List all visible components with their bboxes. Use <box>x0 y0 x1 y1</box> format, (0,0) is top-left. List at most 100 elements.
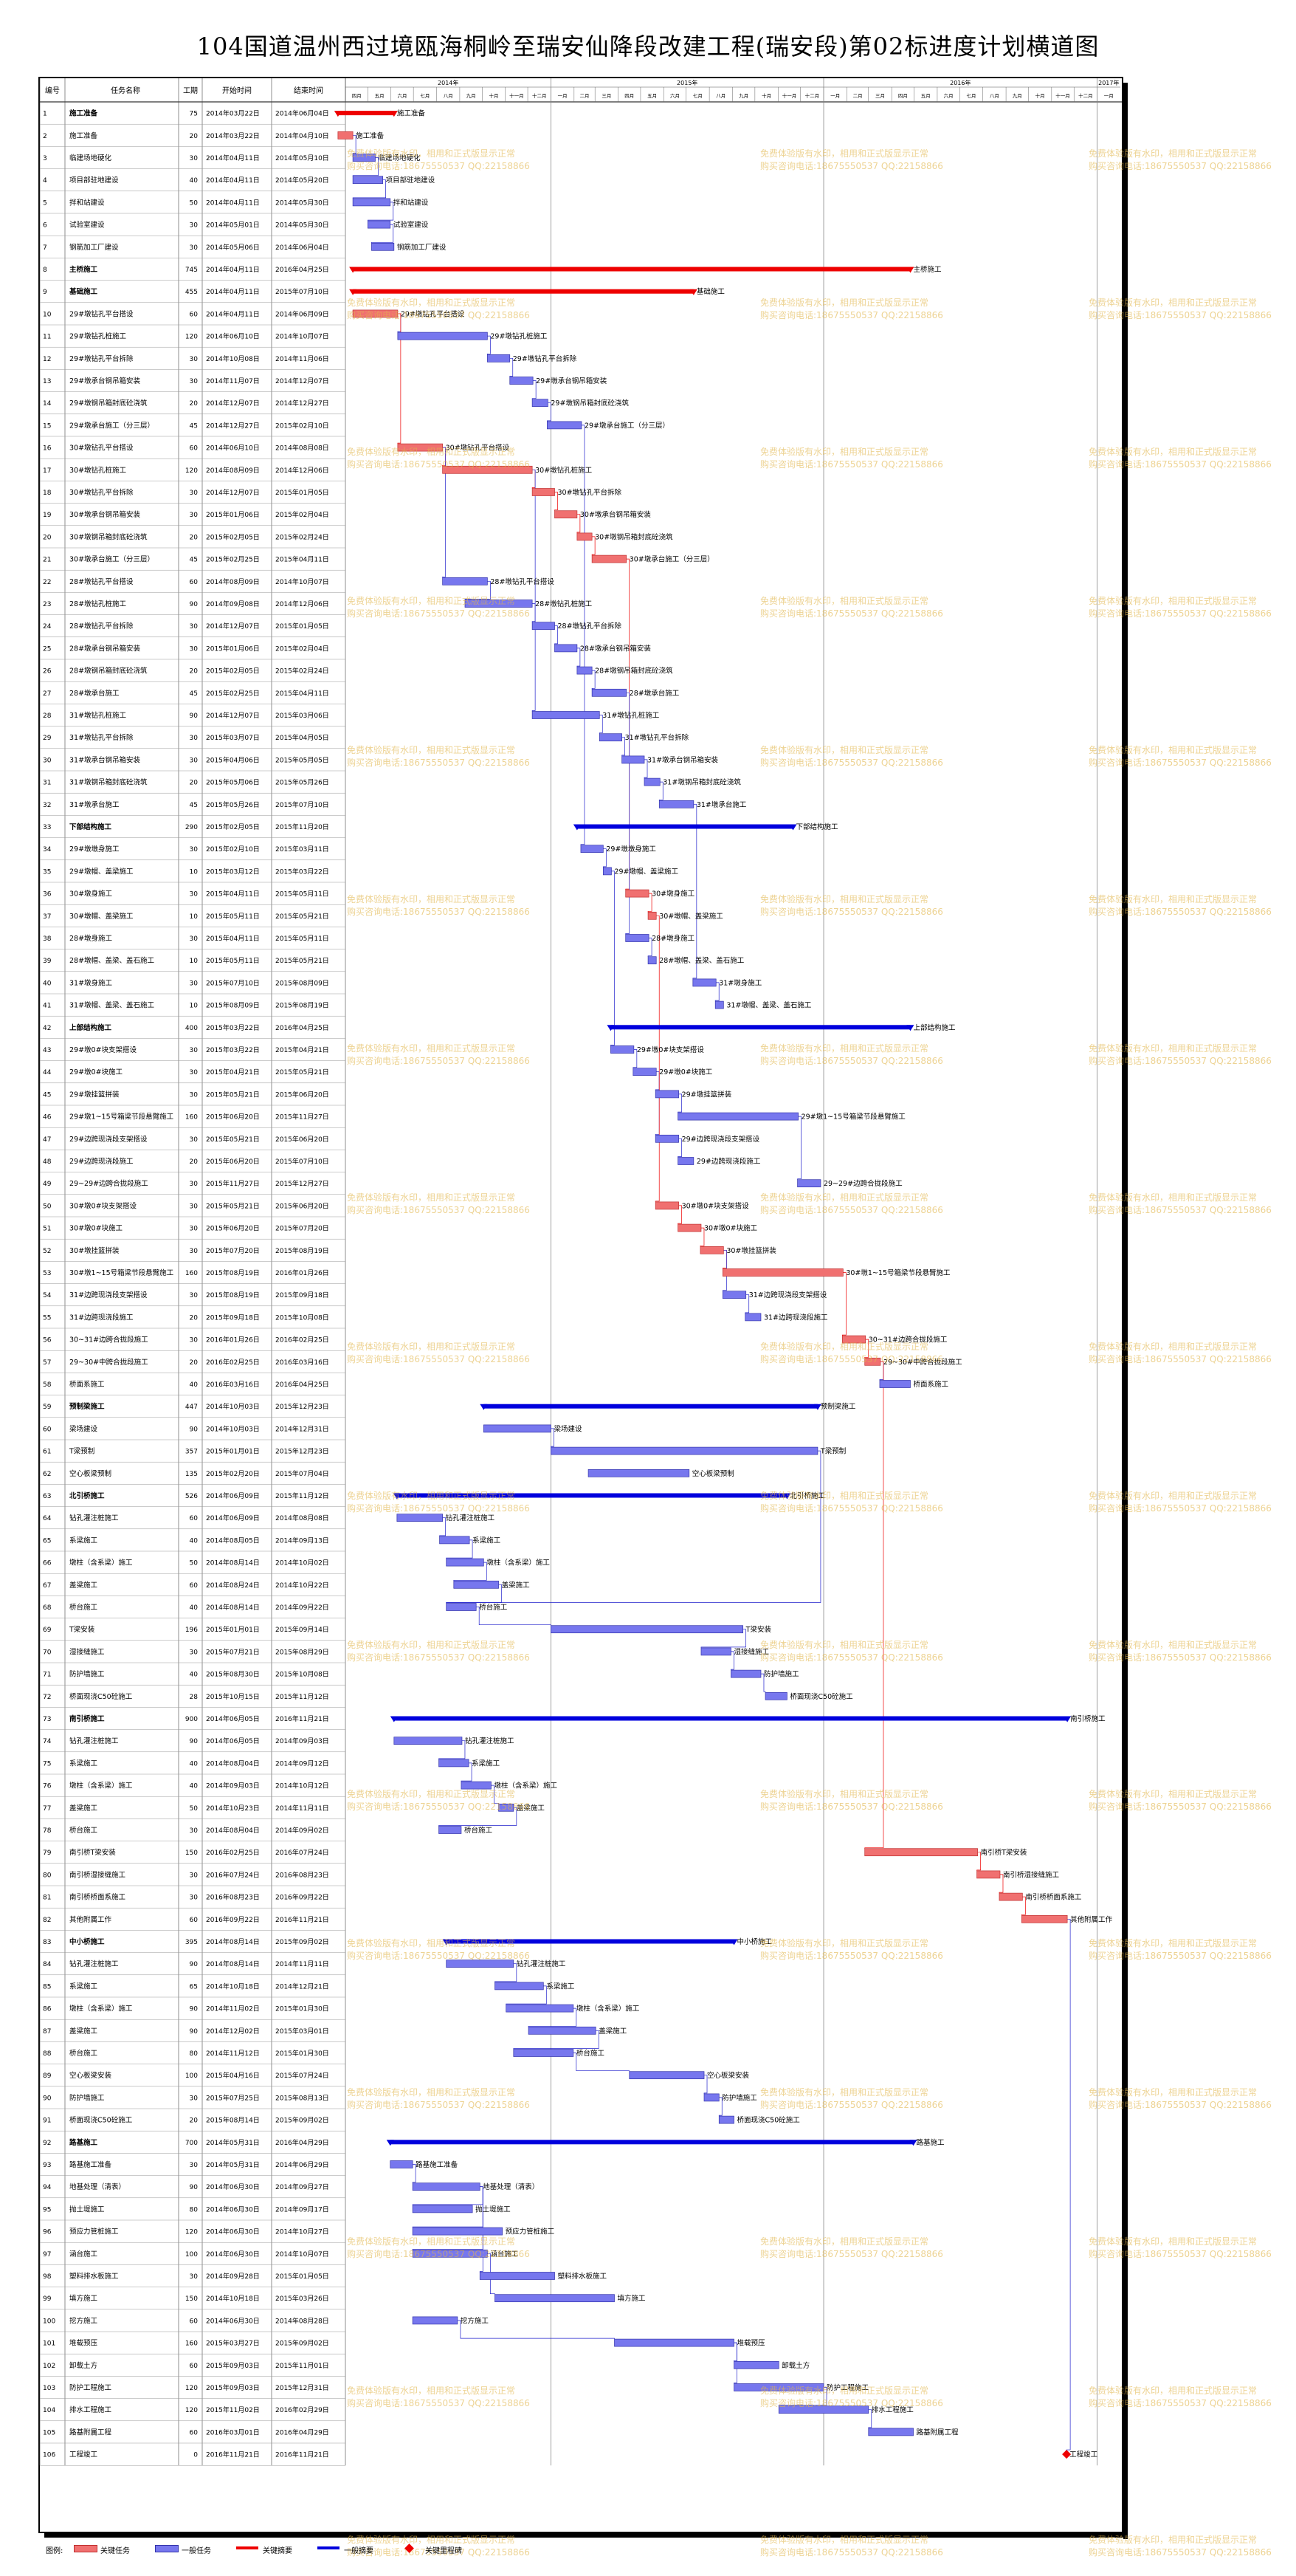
watermark-line1: 免费体验版有水印，相用和正式版显示正常 <box>760 1192 929 1203</box>
cell-name: 路基附属工程 <box>69 2428 112 2436</box>
task-bar-rect <box>879 1380 911 1388</box>
cell-name: 湿接缝施工 <box>69 1647 105 1656</box>
cell-days: 135 <box>185 1471 198 1478</box>
cell-end: 2016年03月16日 <box>275 1358 329 1367</box>
watermark-text: 免费体验版有水印，相用和正式版显示正常 购买咨询电话:18675550537 QQ… <box>347 2086 568 2112</box>
task-bar-81: 南引桥桥面系施工 <box>999 1893 1082 1902</box>
task-bar-29: 31#墩钻孔平台拆除 <box>599 733 689 742</box>
dependency-link <box>371 224 394 244</box>
cell-id: 60 <box>43 1426 52 1433</box>
task-bar-rect <box>864 1848 978 1857</box>
cell-end: 2014年04月10日 <box>275 131 329 140</box>
task-bar-25: 28#墩承台钢吊箱安装 <box>554 644 651 653</box>
table-row: 61 T梁预制 357 2015年01月01日 2015年12月23日 <box>40 1447 345 1463</box>
dependency-link <box>621 737 625 756</box>
task-bar-16: 30#墩钻孔平台搭设 <box>397 444 510 453</box>
cell-id: 40 <box>43 980 52 987</box>
task-bar-5: 拌和站建设 <box>352 198 429 207</box>
task-bar-rect <box>531 711 600 719</box>
cell-days: 60 <box>190 2318 199 2325</box>
dependency-link <box>453 1562 487 1581</box>
watermark-line1: 免费体验版有水印，相用和正式版显示正常 <box>760 2386 929 2396</box>
cell-name: 涵台施工 <box>69 2250 98 2259</box>
task-bar-label: 28#墩钻孔桩施工 <box>535 600 593 608</box>
table-row: 49 29~29#边跨合拢段施工 30 2015年11月27日 2015年12月27日 <box>40 1179 345 1195</box>
cell-days: 50 <box>190 199 199 207</box>
task-bar-label: 30#墩承台施工（分三层） <box>630 555 714 564</box>
cell-end: 2014年09月13日 <box>275 1536 329 1545</box>
task-bar-rect <box>442 465 533 474</box>
task-bar-rect <box>718 2115 734 2124</box>
cell-days: 400 <box>185 1025 198 1032</box>
task-bar-label: 系梁施工 <box>546 1982 575 1991</box>
watermark-text: 免费体验版有水印，相用和正式版显示正常 购买咨询电话:18675550537 QQ… <box>760 2534 982 2559</box>
task-bar-label: 施工准备 <box>356 131 385 140</box>
cell-start: 2014年04月11日 <box>206 287 260 296</box>
cell-end: 2015年10月08日 <box>275 1313 329 1322</box>
task-bar-72: 桥面现浇C50砼施工 <box>765 1692 853 1701</box>
task-bar-104: 排水工程施工 <box>778 2405 914 2414</box>
table-row: 20 30#墩钢吊箱封底砼浇筑 20 2015年02月05日 2015年02月24日 <box>40 532 345 549</box>
task-bar-102: 卸载土方 <box>734 2361 810 2370</box>
dependency-link <box>573 2053 630 2072</box>
month-label: 八月 <box>444 93 453 99</box>
dependency-link <box>368 202 394 221</box>
cell-days: 30 <box>190 1649 199 1656</box>
watermark-line2: 购买咨询电话:18675550537 QQ:22158866 <box>347 459 530 470</box>
task-bar-rect <box>655 1090 679 1099</box>
cell-name: 项目部驻地建设 <box>69 176 119 185</box>
watermark-line1: 免费体验版有水印，相用和正式版显示正常 <box>760 2236 929 2247</box>
cell-days: 40 <box>190 1672 199 1679</box>
table-row: 79 南引桥T梁安装 150 2016年02月25日 2016年07月24日 <box>40 1848 345 1864</box>
cell-id: 85 <box>43 1983 51 1991</box>
cell-end: 2015年06月20日 <box>275 1201 329 1210</box>
cell-name: 28#墩钢吊箱封底砼浇筑 <box>69 667 148 676</box>
task-bar-47: 29#边跨现浇段支架搭设 <box>655 1135 760 1144</box>
cell-end: 2014年11月06日 <box>275 354 329 363</box>
task-bar-rect <box>745 1313 762 1322</box>
watermark-text: 免费体验版有水印，相用和正式版显示正常 购买咨询电话:18675550537 QQ… <box>1089 2385 1296 2410</box>
task-bar-2: 施工准备 <box>337 131 385 140</box>
task-bar-label: 30~31#边跨合拢段施工 <box>869 1336 948 1344</box>
table-row: 10 29#墩钻孔平台搭设 60 2014年04月11日 2014年06月09日 <box>40 309 345 326</box>
task-bar-rect <box>531 399 548 408</box>
watermark-text: 免费体验版有水印，相用和正式版显示正常 购买咨询电话:18675550537 QQ… <box>347 446 568 471</box>
dependency-link <box>439 1517 446 1536</box>
month-label: 九月 <box>1013 92 1022 99</box>
dependency-link <box>797 1116 802 1180</box>
cell-id: 10 <box>43 311 52 318</box>
task-bar-label: 28#墩钻孔平台搭设 <box>490 577 554 586</box>
month-label: 十一月 <box>1055 92 1070 99</box>
cell-days: 100 <box>185 2072 198 2080</box>
task-bar-label: 盖梁施工 <box>502 1581 531 1590</box>
cell-id: 101 <box>43 2340 55 2348</box>
cell-end: 2014年12月06日 <box>275 600 329 608</box>
cell-name: 钢筋加工厂建设 <box>69 243 119 252</box>
watermark-line2: 购买咨询电话:18675550537 QQ:22158866 <box>1089 2398 1272 2408</box>
cell-start: 2014年11月12日 <box>206 2049 260 2058</box>
watermark-text: 免费体验版有水印，相用和正式版显示正常 购买咨询电话:18675550537 QQ… <box>347 2534 568 2559</box>
dependency-link <box>976 1852 981 1871</box>
cell-days: 20 <box>190 2118 199 2125</box>
cell-start: 2015年05月11日 <box>206 956 260 965</box>
cell-start: 2015年08月19日 <box>206 1268 260 1277</box>
cell-name: 临建场地硬化 <box>69 154 112 162</box>
task-bar-rect <box>446 1960 514 1968</box>
table-row: 67 盖梁施工 60 2014年08月24日 2014年10月22日 <box>40 1581 345 1596</box>
cell-start: 2014年06月10日 <box>206 444 260 453</box>
summary-start-cap <box>393 1493 401 1500</box>
task-bar-78: 桥台施工 <box>438 1826 492 1835</box>
dependency-link <box>464 580 491 600</box>
table-row: 96 预应力管桩施工 120 2014年06月30日 2014年10月27日 <box>40 2228 345 2243</box>
task-bar-7: 钢筋加工厂建设 <box>371 243 447 252</box>
cell-name: 桥台施工 <box>69 1603 98 1612</box>
task-bar-rect <box>778 2405 869 2414</box>
cell-name: 南引桥T梁安装 <box>69 1848 116 1857</box>
cell-id: 30 <box>43 757 52 764</box>
